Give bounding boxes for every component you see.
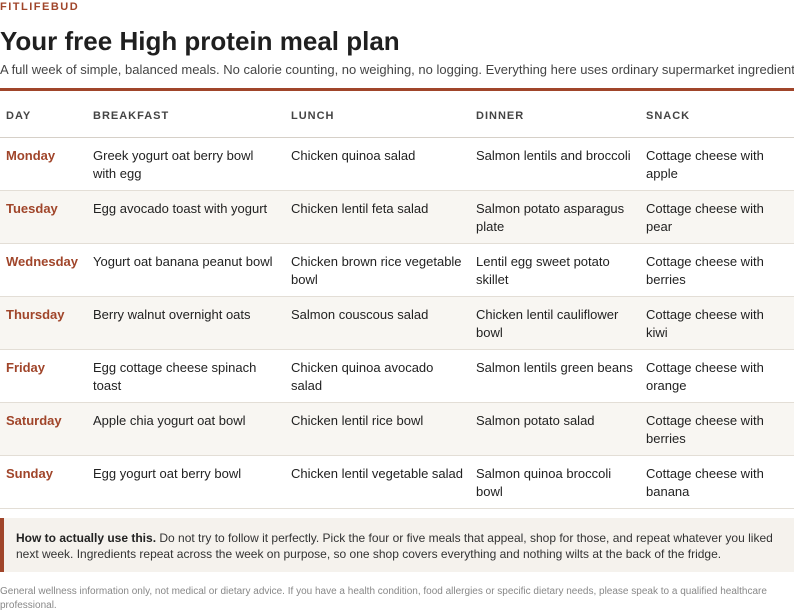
brand-label: FITLIFEBUD <box>0 1 80 13</box>
day-cell: Saturday <box>0 402 87 456</box>
day-cell: Wednesday <box>0 243 87 297</box>
header-snack: SNACK <box>640 91 794 138</box>
lunch-cell: Chicken brown rice vegetable bowl <box>285 243 470 297</box>
table-row: Saturday Apple chia yogurt oat bowl Chic… <box>0 402 794 456</box>
snack-cell: Cottage cheese with orange <box>640 349 794 403</box>
snack-cell: Cottage cheese with kiwi <box>640 296 794 350</box>
dinner-cell: Salmon lentils green beans <box>470 349 640 403</box>
disclaimer: General wellness information only, not m… <box>0 586 767 611</box>
table-row: Monday Greek yogurt oat berry bowl with … <box>0 137 794 191</box>
breakfast-cell: Greek yogurt oat berry bowl with egg <box>87 137 285 191</box>
day-cell: Tuesday <box>0 190 87 244</box>
table-row: Tuesday Egg avocado toast with yogurt Ch… <box>0 190 794 244</box>
breakfast-cell: Yogurt oat banana peanut bowl <box>87 243 285 297</box>
snack-cell: Cottage cheese with apple <box>640 137 794 191</box>
day-cell: Friday <box>0 349 87 403</box>
day-cell: Sunday <box>0 455 87 509</box>
page-subtitle: A full week of simple, balanced meals. N… <box>0 62 794 77</box>
table-row: Sunday Egg yogurt oat berry bowl Chicken… <box>0 455 794 509</box>
dinner-cell: Salmon quinoa broccoli bowl <box>470 455 640 509</box>
breakfast-cell: Berry walnut overnight oats <box>87 296 285 350</box>
lunch-cell: Chicken lentil feta salad <box>285 190 470 244</box>
snack-cell: Cottage cheese with berries <box>640 243 794 297</box>
header-lunch: LUNCH <box>285 91 470 138</box>
snack-cell: Cottage cheese with banana <box>640 455 794 509</box>
meal-plan-table: DAY BREAKFAST LUNCH DINNER SNACK Monday … <box>0 91 794 509</box>
table-row: Thursday Berry walnut overnight oats Sal… <box>0 296 794 350</box>
tip-body: Do not try to follow it perfectly. Pick … <box>16 531 773 561</box>
breakfast-cell: Apple chia yogurt oat bowl <box>87 402 285 456</box>
page-title: Your free High protein meal plan <box>0 26 400 56</box>
day-cell: Monday <box>0 137 87 191</box>
tip-lead: How to actually use this. <box>16 531 157 545</box>
lunch-cell: Salmon couscous salad <box>285 296 470 350</box>
dinner-cell: Salmon lentils and broccoli <box>470 137 640 191</box>
header-breakfast: BREAKFAST <box>87 91 285 138</box>
accent-rule <box>0 88 794 91</box>
snack-cell: Cottage cheese with pear <box>640 190 794 244</box>
table-row: Friday Egg cottage cheese spinach toast … <box>0 349 794 403</box>
table-header-row: DAY BREAKFAST LUNCH DINNER SNACK <box>0 91 794 138</box>
breakfast-cell: Egg avocado toast with yogurt <box>87 190 285 244</box>
lunch-cell: Chicken lentil rice bowl <box>285 402 470 456</box>
lunch-cell: Chicken quinoa salad <box>285 137 470 191</box>
lunch-cell: Chicken quinoa avocado salad <box>285 349 470 403</box>
day-cell: Thursday <box>0 296 87 350</box>
lunch-cell: Chicken lentil vegetable salad <box>285 455 470 509</box>
dinner-cell: Salmon potato salad <box>470 402 640 456</box>
breakfast-cell: Egg yogurt oat berry bowl <box>87 455 285 509</box>
header-dinner: DINNER <box>470 91 640 138</box>
breakfast-cell: Egg cottage cheese spinach toast <box>87 349 285 403</box>
dinner-cell: Chicken lentil cauliflower bowl <box>470 296 640 350</box>
snack-cell: Cottage cheese with berries <box>640 402 794 456</box>
dinner-cell: Lentil egg sweet potato skillet <box>470 243 640 297</box>
usage-tip-callout: How to actually use this. Do not try to … <box>0 518 794 572</box>
dinner-cell: Salmon potato asparagus plate <box>470 190 640 244</box>
table-row: Wednesday Yogurt oat banana peanut bowl … <box>0 243 794 297</box>
header-day: DAY <box>0 91 87 138</box>
